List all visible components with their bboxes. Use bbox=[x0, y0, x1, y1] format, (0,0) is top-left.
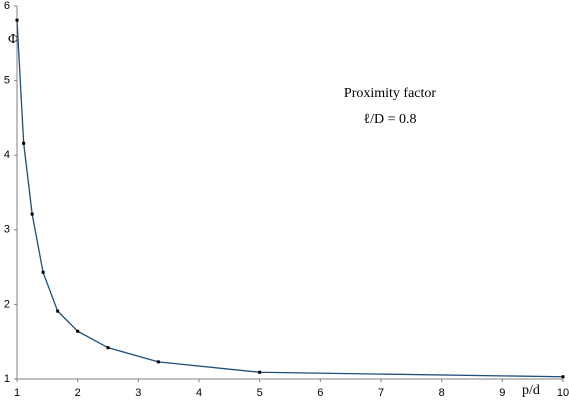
data-point bbox=[30, 212, 34, 216]
x-tick-label: 10 bbox=[557, 387, 569, 399]
x-axis-label: p/d bbox=[522, 383, 540, 398]
data-point bbox=[156, 360, 160, 364]
data-point bbox=[106, 346, 110, 350]
y-tick-label: 5 bbox=[4, 75, 10, 87]
x-tick-label: 8 bbox=[439, 387, 445, 399]
x-tick-label: 5 bbox=[257, 387, 263, 399]
y-tick-label: 1 bbox=[4, 373, 10, 385]
y-tick-label: 4 bbox=[4, 149, 10, 161]
x-tick-label: 2 bbox=[75, 387, 81, 399]
y-tick-label: 6 bbox=[4, 0, 10, 12]
x-tick-label: 6 bbox=[317, 387, 323, 399]
x-tick-label: 7 bbox=[378, 387, 384, 399]
y-tick-label: 2 bbox=[4, 298, 10, 310]
data-point bbox=[41, 270, 45, 274]
annotation: Proximity factor bbox=[344, 86, 436, 101]
x-tick-label: 3 bbox=[135, 387, 141, 399]
data-point bbox=[15, 18, 19, 22]
x-tick-label: 4 bbox=[196, 387, 202, 399]
data-point bbox=[56, 309, 60, 313]
y-axis-label: Φ bbox=[8, 32, 18, 47]
annotation: ℓ/D = 0.8 bbox=[363, 112, 416, 127]
data-point bbox=[76, 329, 80, 333]
data-point bbox=[258, 370, 262, 374]
x-tick-label: 1 bbox=[14, 387, 20, 399]
series-line bbox=[16, 20, 564, 378]
y-tick-label: 3 bbox=[4, 224, 10, 236]
data-point bbox=[561, 375, 565, 379]
x-tick-label: 9 bbox=[499, 387, 505, 399]
data-point bbox=[22, 141, 26, 145]
